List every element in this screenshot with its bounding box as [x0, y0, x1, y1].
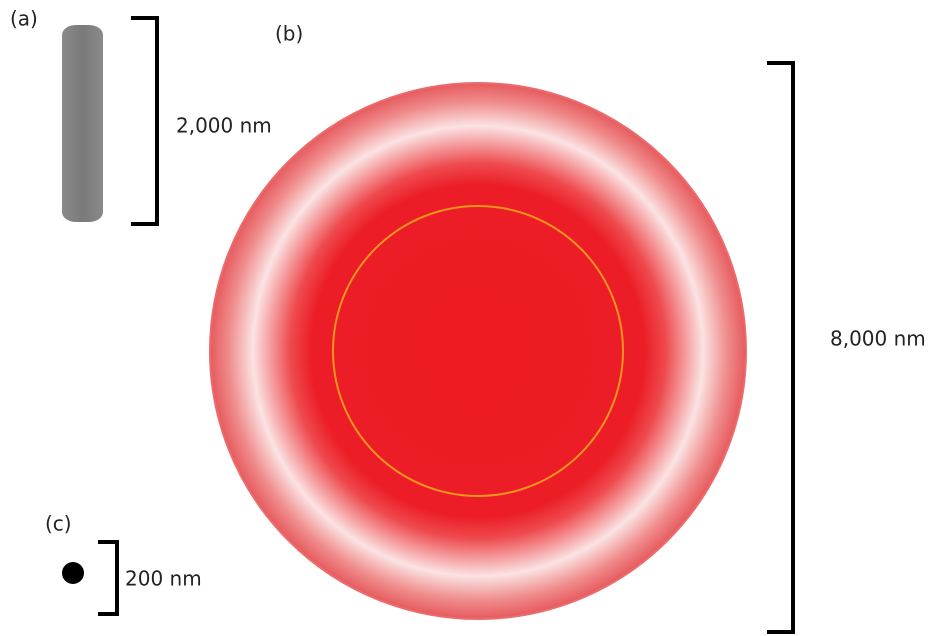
nanoparticle — [62, 562, 84, 584]
panel-label: (c) — [45, 512, 72, 536]
panel-label: (a) — [10, 7, 38, 31]
scale-bracket — [131, 18, 157, 224]
scale-label: 2,000 nm — [176, 114, 272, 138]
scale-label: 8,000 nm — [830, 327, 926, 351]
rod-particle — [62, 25, 103, 222]
panel-label: (b) — [275, 22, 303, 46]
diagram: (a) 2,000 nm (b) 8,000 nm (c) 200 nm — [0, 0, 935, 636]
red-blood-cell — [210, 83, 746, 619]
scale-bracket — [98, 542, 117, 614]
scale-label: 200 nm — [125, 567, 202, 591]
scale-bracket — [767, 63, 793, 632]
